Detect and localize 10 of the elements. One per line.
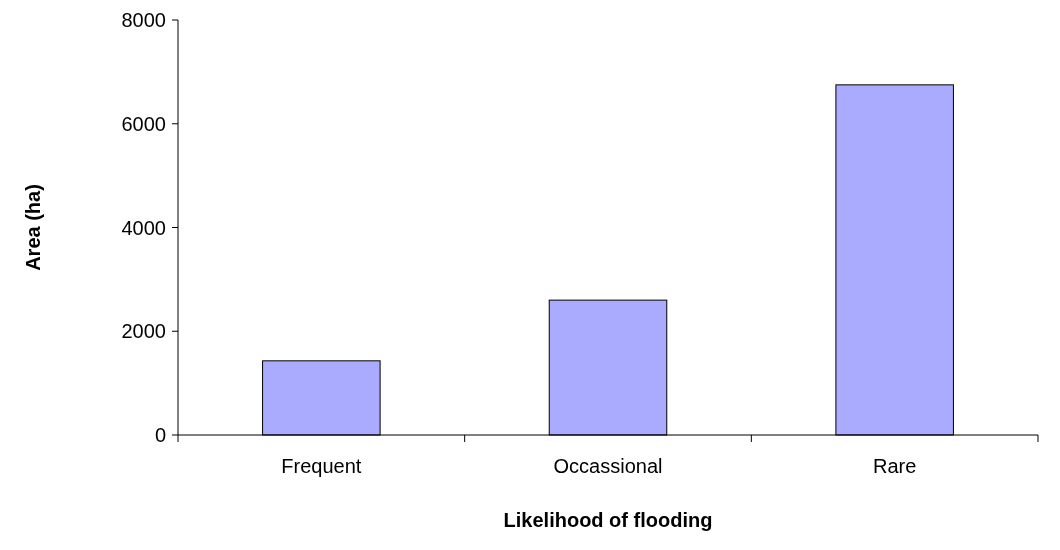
- x-axis-title: Likelihood of flooding: [503, 509, 713, 531]
- y-tick-label: 2000: [121, 320, 166, 343]
- y-tick-label: 0: [154, 424, 166, 446]
- y-tick-label: 6000: [121, 112, 166, 135]
- x-tick-label: Occassional: [553, 455, 663, 477]
- x-tick-label: Rare: [872, 455, 917, 477]
- x-tick-label: Frequent: [281, 455, 362, 477]
- y-axis-title: Area (ha): [22, 184, 44, 271]
- y-tick-label: 8000: [121, 9, 166, 31]
- y-tick-label: 4000: [121, 216, 166, 239]
